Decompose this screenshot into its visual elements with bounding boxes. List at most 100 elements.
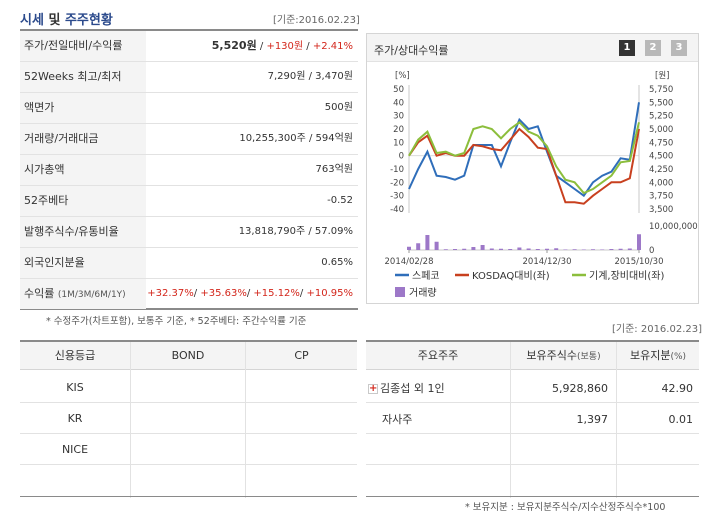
price-row: 거래량/거래대금 10,255,300주 / 594억원 <box>20 124 358 155</box>
separator: / <box>299 288 307 299</box>
left-tick-label: 0 <box>399 152 404 162</box>
price-table: 주가/전일대비/수익률 5,520원 / +130원 / +2.41% 52We… <box>20 31 358 310</box>
right-tick-label: 5,250 <box>649 112 673 122</box>
legend-label: 스페코 <box>412 270 440 282</box>
separator: / <box>256 41 267 52</box>
volume-bar <box>462 248 467 250</box>
volume-bar <box>416 243 421 250</box>
left-tick-label: -30 <box>390 192 404 202</box>
price-row-value: 0.65% <box>321 257 353 268</box>
left-tick-label: -20 <box>390 178 404 188</box>
separator: / <box>193 288 201 299</box>
right-axis-unit: [원] <box>655 71 669 81</box>
price-row-label: 액면가 <box>20 93 146 123</box>
volume-bar <box>618 248 623 250</box>
left-tick-label: 20 <box>393 125 404 135</box>
holders-header-shares: 보유주식수(보통) <box>511 342 616 370</box>
returns-period-label: (1M/3M/6M/1Y) <box>57 290 126 300</box>
return-3m: +35.63% <box>200 288 247 299</box>
holders-header-shares-label: 보유주식수 <box>526 349 577 362</box>
holder-pct: 42.90 <box>661 382 694 395</box>
price-row: 발행주식수/유통비율 13,818,790주 / 57.09% <box>20 217 358 248</box>
returns-label: 수익률 <box>24 287 55 300</box>
x-tick-label: 2014/12/30 <box>523 257 572 267</box>
holders-header-pct: 보유지분(%) <box>617 342 699 370</box>
volume-bar <box>563 249 568 250</box>
price-row: 외국인지분율 0.65% <box>20 248 358 279</box>
right-tick-label: 4,000 <box>649 178 673 188</box>
volume-bar <box>499 248 503 250</box>
volume-bar <box>425 235 430 250</box>
legend-label: 기계,장비대비(좌) <box>589 270 664 282</box>
volume-bar <box>572 249 577 250</box>
chart-page-2-button[interactable]: 2 <box>645 40 661 56</box>
volume-bar <box>480 245 485 250</box>
credit-header-cp: CP <box>246 342 357 370</box>
volume-bar <box>434 241 439 250</box>
price-row-label: 발행주식수/유통비율 <box>20 217 146 247</box>
price-row-label: 시가총액 <box>20 155 146 185</box>
series-line <box>408 102 640 198</box>
credit-rating-table: 신용등급 BOND CP KIS KR NICE <box>20 340 357 498</box>
price-row-label: 수익률 (1M/3M/6M/1Y) <box>20 279 146 309</box>
holder-pct: 0.01 <box>668 413 694 426</box>
divider <box>366 433 699 434</box>
volume-bar <box>637 234 641 250</box>
holders-header-shares-type: (보통) <box>577 352 601 362</box>
chart-page-1-button[interactable]: 1 <box>619 40 635 56</box>
holders-header-pct-unit: (%) <box>670 352 687 362</box>
price-row-value: 10,255,300주 / 594억원 <box>239 133 353 144</box>
right-tick-label: 4,250 <box>649 165 673 175</box>
right-tick-label: 4,750 <box>649 138 673 148</box>
right-tick-label: 3,750 <box>649 192 673 202</box>
left-tick-label: -10 <box>390 165 404 175</box>
chart-page-3-button[interactable]: 3 <box>671 40 687 56</box>
holder-shares: 5,928,860 <box>552 382 608 395</box>
price-relative-return-chart: [%] [원] 50 40 30 20 10 0 -10 -20 -30 -40 5,750 5,500 5… <box>385 71 698 299</box>
x-tick-label: 2014/02/28 <box>385 257 434 267</box>
right-tick-label: 5,750 <box>649 85 673 95</box>
title-part-and: 및 <box>43 13 65 28</box>
left-tick-label: 10 <box>393 138 404 148</box>
left-tick-label: -40 <box>390 205 404 215</box>
right-tick-label: 5,000 <box>649 125 673 135</box>
separator: / <box>246 288 254 299</box>
price-change-rate: +2.41% <box>312 41 353 52</box>
volume-bar <box>443 249 448 250</box>
section-title: 시세 및 주주현황 <box>20 9 113 28</box>
holder-name: 자사주 <box>382 413 413 426</box>
divider <box>20 433 357 434</box>
chart-title: 주가/상대수익률 <box>374 44 449 57</box>
return-6m: +15.12% <box>253 288 300 299</box>
title-part-price: 시세 <box>20 13 44 28</box>
major-shareholders-table: 주요주주 보유주식수(보통) 보유지분(%) + 김종섭 외 1인 5,928,8… <box>366 340 699 498</box>
expand-plus-icon[interactable]: + <box>368 383 378 394</box>
price-row-value: 7,290원 / 3,470원 <box>267 71 353 82</box>
legend-label: 거래량 <box>409 287 437 299</box>
price-row-label: 52주베타 <box>20 186 146 216</box>
price-row: 수익률 (1M/3M/6M/1Y) +32.37%/ +35.63%/ +15.… <box>20 279 358 310</box>
divider <box>20 496 357 497</box>
price-row-value: 5,520원 / +130원 / +2.41% <box>212 31 353 61</box>
series-line <box>408 127 640 205</box>
price-row-label: 거래량/거래대금 <box>20 124 146 154</box>
holder-name-row[interactable]: + 김종섭 외 1인 <box>368 373 510 404</box>
volume-bar <box>609 249 614 250</box>
volume-bar <box>508 249 513 250</box>
price-row: 주가/전일대비/수익률 5,520원 / +130원 / +2.41% <box>20 31 358 62</box>
price-row-value: -0.52 <box>327 195 353 206</box>
holders-header-pct-label: 보유지분 <box>629 349 671 362</box>
divider <box>366 496 699 497</box>
volume-bar <box>517 247 522 250</box>
divider <box>510 342 511 498</box>
price-row: 액면가 500원 <box>20 93 358 124</box>
right-tick-label: 4,500 <box>649 152 673 162</box>
legend-label: KOSDAQ대비(좌) <box>472 270 550 282</box>
divider <box>366 464 699 465</box>
price-row: 시가총액 763억원 <box>20 155 358 186</box>
left-tick-label: 40 <box>393 98 404 108</box>
price-base-date: [기준:2016.02.23] <box>273 15 360 26</box>
divider <box>20 29 358 31</box>
holders-footnote: * 보유지분 : 보유지분주식수/지수산정주식수*100 <box>465 502 666 513</box>
series-line <box>408 120 640 195</box>
